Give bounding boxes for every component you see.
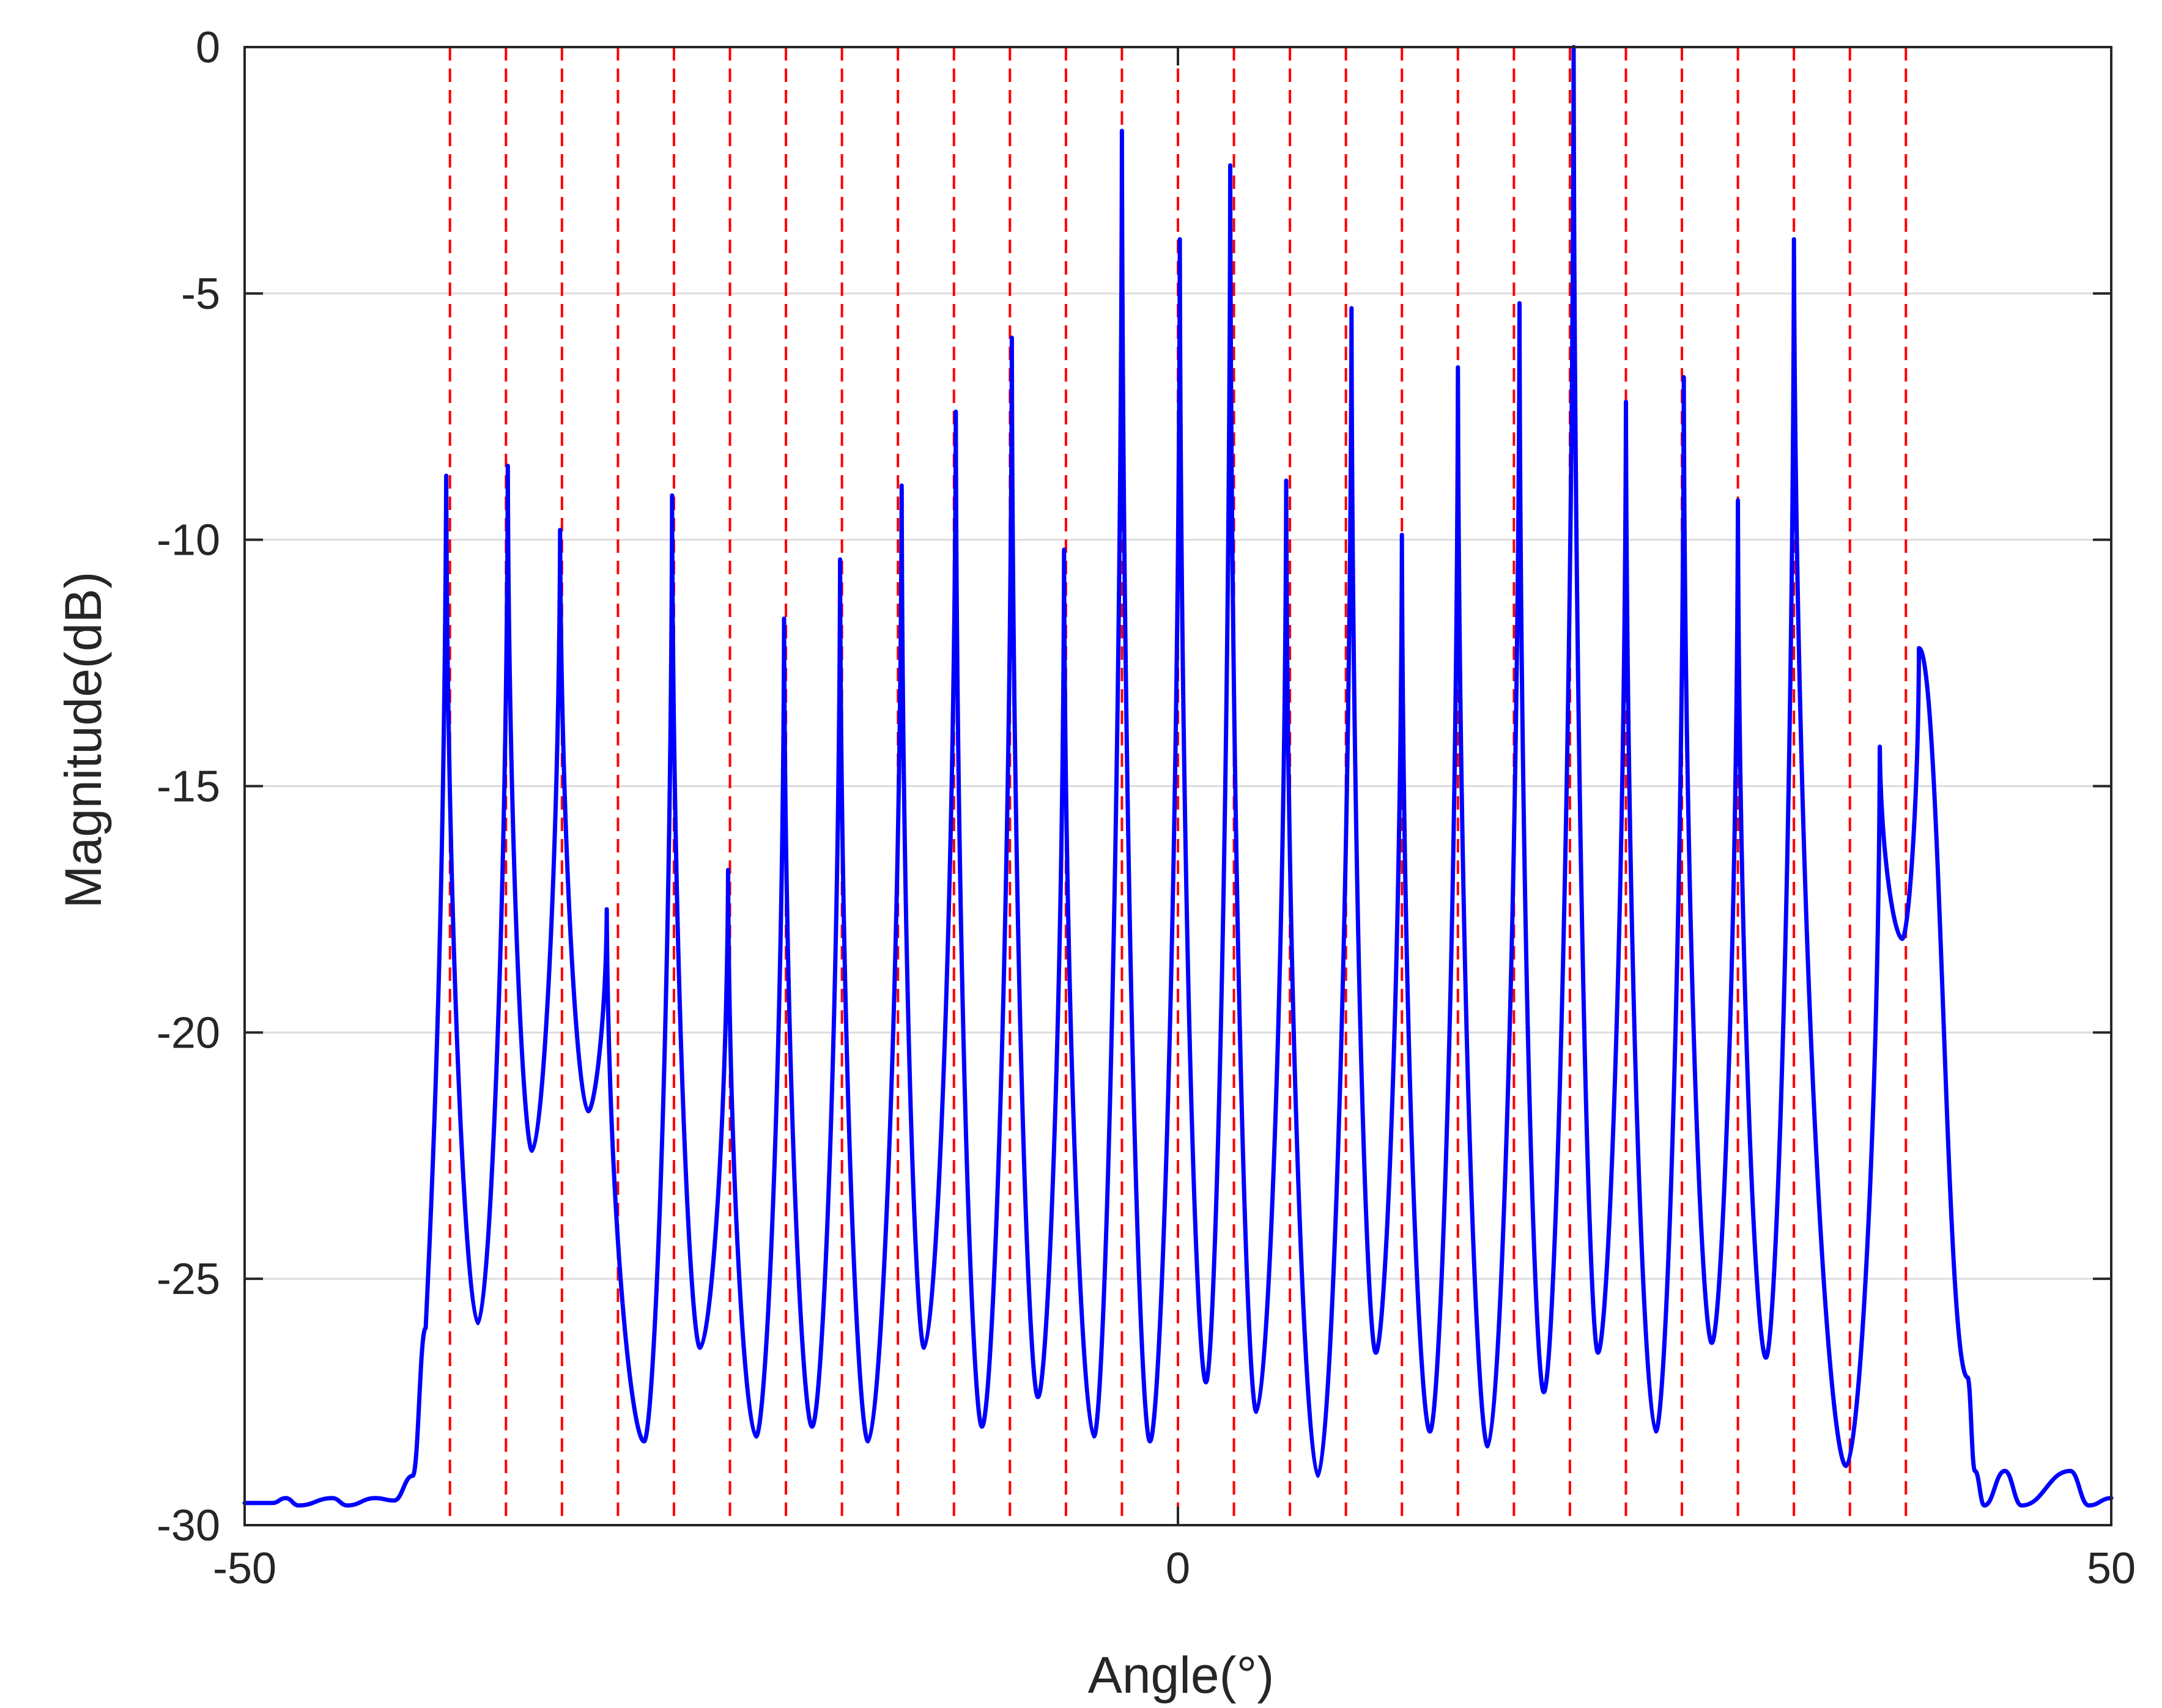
x-tick-label: 0	[1166, 1544, 1190, 1593]
tick-labels: 0 -5 -10 -15 -20 -25 -30-50 0 50	[157, 23, 2136, 1593]
y-tick-label: -30	[157, 1501, 220, 1550]
spectrum-line	[242, 45, 2114, 1508]
x-axis-title: Angle(°)	[1088, 1646, 1274, 1704]
y-tick-label: -20	[157, 1008, 220, 1057]
y-tick-label: 0	[196, 23, 220, 72]
y-tick-label: -5	[181, 270, 220, 319]
x-tick-label: 50	[2087, 1544, 2136, 1593]
y-tick-label: -15	[157, 763, 220, 811]
y-axis-title: Magnitude(dB)	[54, 572, 112, 909]
y-tick-label: -25	[157, 1255, 220, 1304]
y-tick-label: -10	[157, 516, 220, 565]
spectrum-series	[242, 45, 2114, 1508]
x-tick-label: -50	[213, 1544, 276, 1593]
axes	[243, 46, 2112, 1526]
